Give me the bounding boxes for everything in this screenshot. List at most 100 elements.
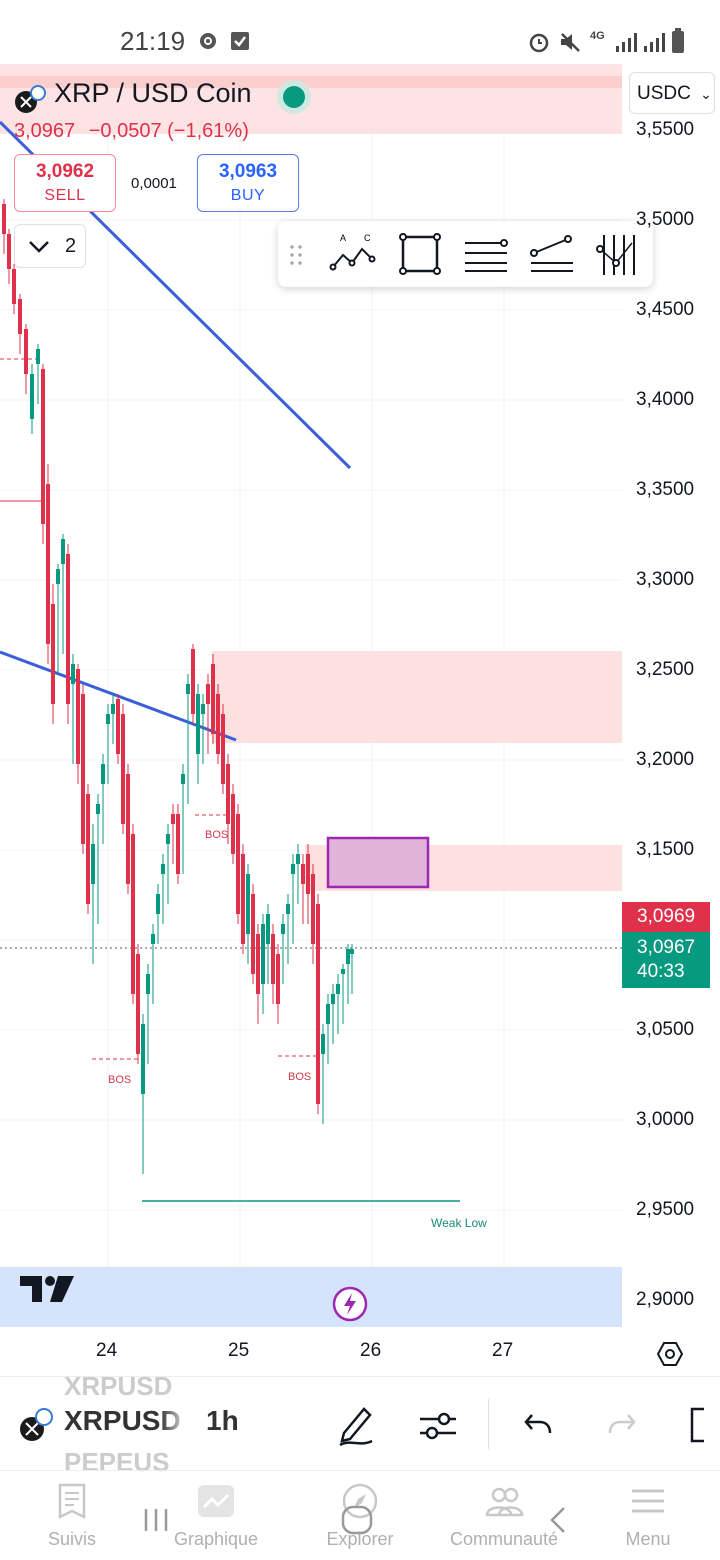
nav-explore[interactable]: Explorer [288, 1471, 432, 1560]
sell-price: 3,0962 [35, 161, 95, 182]
candle-body [186, 684, 190, 694]
candle-body [286, 904, 290, 914]
nav-chart[interactable]: Graphique [144, 1471, 288, 1560]
candle-body [216, 694, 220, 754]
candle-body [71, 664, 75, 684]
nav-menu[interactable]: Menu [576, 1471, 720, 1560]
candle-body [166, 834, 170, 844]
chart-settings-icon[interactable] [656, 1340, 684, 1368]
candle-body [146, 974, 150, 994]
candle-body [7, 234, 11, 269]
candle-body [136, 954, 140, 1054]
nav-community[interactable]: Communauté [432, 1471, 576, 1560]
price-axis-label: 3,2500 [636, 659, 695, 680]
candle-body [350, 949, 354, 954]
candle-body [231, 794, 235, 854]
candle-body [246, 874, 250, 934]
xrp-logo-icon [20, 1408, 53, 1441]
candle-body [176, 814, 180, 874]
currency-label: USDC [637, 83, 691, 104]
nav-community-label: Communauté [449, 1529, 559, 1549]
watchlist-icon [58, 1483, 86, 1520]
candle-body [121, 714, 125, 824]
indicators-toggle-button[interactable]: 2 [14, 224, 86, 268]
candle-body [301, 864, 305, 884]
last-price-tag-value: 3,0967 [637, 937, 696, 958]
battery-icon [672, 28, 684, 53]
candle-body [86, 794, 90, 904]
candle-body [211, 664, 215, 734]
candle-body [271, 934, 275, 984]
candle-body [18, 299, 22, 334]
price-axis-label: 2,9000 [636, 1289, 695, 1310]
candle-body [101, 764, 105, 784]
redo-icon[interactable] [606, 1409, 638, 1441]
highlight-box [326, 836, 430, 889]
xrp-logo-icon [15, 85, 46, 113]
price-axis[interactable]: 3,5500 3,5000 3,4500 3,4000 3,3500 3,3000 3,25… [622, 64, 720, 1374]
price-chart[interactable]: USDC ⌄ XRP / USD Coin 3,0967 −0,0507 (−1… [0, 64, 720, 1374]
candle-body [126, 774, 130, 884]
alarm-icon [529, 33, 549, 53]
candle-body [191, 649, 195, 714]
interval-selector[interactable]: 1h [206, 1405, 239, 1436]
fullscreen-icon[interactable] [688, 1405, 720, 1445]
candle-body [41, 369, 45, 524]
currency-selector[interactable]: USDC ⌄ [629, 72, 715, 114]
nav-watchlist[interactable]: Suivis [0, 1471, 144, 1560]
pen-draw-icon[interactable] [336, 1403, 376, 1447]
last-price: 3,0967 [14, 120, 76, 142]
recent-apps-icon[interactable] [142, 1507, 170, 1533]
bos-label: BOS [205, 829, 229, 841]
candle-body [341, 969, 345, 974]
home-icon[interactable] [340, 1505, 374, 1535]
signal-icon [616, 33, 637, 52]
mute-icon [561, 33, 580, 52]
liquidity-zone [0, 1267, 622, 1327]
price-axis-label: 3,2000 [636, 749, 695, 770]
svg-text:C: C [364, 233, 371, 243]
candle-body [51, 604, 55, 704]
candle-body [81, 694, 85, 844]
date-label: 24 [96, 1340, 118, 1361]
candle-body [56, 569, 60, 584]
candle-body [251, 894, 255, 974]
price-axis-label: 3,4500 [636, 299, 695, 320]
settings-gear-icon [200, 33, 216, 49]
indicator-settings-icon[interactable] [418, 1407, 458, 1443]
buy-button[interactable]: 3,0963 BUY [197, 154, 299, 212]
price-axis-label: 3,5500 [636, 119, 695, 140]
candle-body [296, 854, 300, 864]
trend-line-icon[interactable] [528, 231, 576, 277]
fib-retracement-icon[interactable] [596, 231, 644, 277]
spread-value: 0,0001 [131, 175, 177, 192]
candle-body [346, 949, 350, 964]
supply-zone [212, 651, 622, 743]
price-axis-label: 3,4000 [636, 389, 695, 410]
nav-chart-label: Graphique [173, 1529, 259, 1549]
candle-body [236, 814, 240, 914]
menu-icon [632, 1489, 664, 1513]
symbol-title[interactable]: XRP / USD Coin [54, 78, 252, 108]
date-label: 25 [228, 1340, 250, 1361]
date-label: 26 [360, 1340, 382, 1361]
price-axis-label: 3,3500 [636, 479, 695, 500]
supply-zone-band [0, 76, 622, 88]
sell-button[interactable]: 3,0962 SELL [14, 154, 116, 212]
price-axis-label: 3,1500 [636, 839, 695, 860]
horizontal-lines-icon[interactable] [462, 231, 510, 277]
svg-text:A: A [340, 233, 346, 243]
candle-body [151, 934, 155, 944]
weak-low-label: Weak Low [431, 1216, 487, 1230]
bottom-navigation: Suivis Graphique Explorer Communauté [0, 1470, 720, 1560]
undo-icon[interactable] [522, 1409, 554, 1441]
chart-canvas[interactable] [0, 64, 720, 1374]
bar-countdown: 40:33 [637, 961, 685, 982]
rectangle-icon[interactable] [396, 231, 444, 277]
price-axis-label: 2,9500 [636, 1199, 695, 1220]
drag-handle-icon[interactable] [282, 231, 312, 277]
lightning-icon[interactable] [332, 1286, 368, 1322]
candle-body [161, 864, 165, 874]
back-icon[interactable] [546, 1505, 570, 1535]
